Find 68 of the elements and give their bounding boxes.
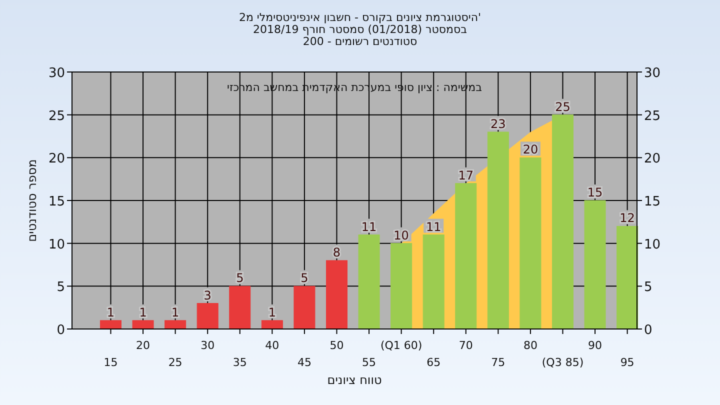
x-tick-label: 25 (168, 356, 182, 369)
chart-title: 'היסטוגרמת ציונים בקורס - חשבון אינפיניטסימלי מ2 (238, 11, 482, 24)
x-tick-label: 90 (588, 339, 602, 352)
bar (552, 114, 574, 330)
bar (132, 320, 154, 330)
x-tick-label: 80 (523, 339, 538, 352)
y-tick-label: 0 (56, 323, 65, 338)
x-tick-label: (Q3 85) (542, 356, 584, 369)
data-label: 23 (490, 116, 506, 131)
bar (261, 320, 283, 330)
y2-tick-label: 20 (644, 152, 661, 167)
y2-tick-label: 15 (644, 194, 661, 210)
data-label: 5 (300, 271, 308, 286)
y-tick-label: 10 (48, 237, 65, 252)
y2-tick-label: 5 (644, 280, 652, 296)
bar (326, 260, 348, 330)
data-label: 11 (361, 220, 377, 234)
x-axis-title: טווח ציונים (327, 373, 382, 387)
data-label: 1 (139, 305, 147, 320)
chart-subtitle: בסמסטר (01/2018) סמסטר חורף 2018/19 סטודנטים רשומים - 200 (253, 23, 467, 48)
x-tick-label: 45 (297, 356, 312, 369)
bar (455, 183, 477, 330)
y-tick-label: 15 (48, 194, 65, 210)
x-tick-label: 70 (458, 339, 473, 352)
bar (196, 303, 218, 330)
x-tick-label: 20 (136, 339, 150, 352)
y2-tick-label: 25 (644, 108, 661, 124)
x-tick-label: 15 (104, 356, 118, 369)
data-label: 5 (236, 271, 244, 286)
x-tick-label: 50 (330, 339, 344, 352)
bar (100, 320, 122, 330)
data-label: 1 (106, 305, 115, 320)
bar (294, 286, 316, 330)
y-tick-label: 25 (48, 108, 65, 124)
x-tick-label: (Q1 60) (380, 339, 422, 352)
bar (229, 286, 251, 330)
y2-tick-label: 30 (644, 66, 661, 81)
bar (616, 226, 638, 330)
bar (487, 132, 509, 330)
data-label: 10 (394, 228, 409, 242)
x-tick-label: 75 (491, 356, 506, 369)
bar (584, 200, 606, 330)
x-tick-label: 95 (620, 356, 634, 369)
data-label: 11 (426, 220, 442, 234)
bar (164, 320, 186, 330)
y-axis-title: מספר סטודנטים (25, 159, 39, 242)
y2-tick-label: 0 (644, 323, 652, 338)
data-label: 25 (555, 100, 570, 114)
data-label: 1 (268, 305, 276, 320)
x-tick-label: 40 (265, 339, 280, 352)
bar (422, 234, 444, 330)
y-tick-label: 5 (56, 280, 65, 296)
data-label: 17 (458, 168, 474, 182)
data-label: 1 (171, 305, 180, 320)
data-label: 15 (587, 186, 603, 200)
data-label: 8 (332, 245, 341, 260)
y-tick-label: 20 (48, 152, 65, 167)
y-tick-label: 30 (48, 66, 65, 81)
x-tick-label: 65 (426, 356, 441, 369)
data-label: 12 (620, 211, 635, 226)
x-tick-label: 55 (362, 356, 376, 369)
bar (390, 243, 412, 330)
y2-tick-label: 10 (644, 237, 661, 252)
x-tick-label: 35 (232, 356, 247, 369)
x-tick-label: 30 (200, 339, 215, 352)
data-label: 20 (522, 142, 538, 157)
bar (358, 234, 380, 330)
data-label: 3 (204, 288, 212, 302)
